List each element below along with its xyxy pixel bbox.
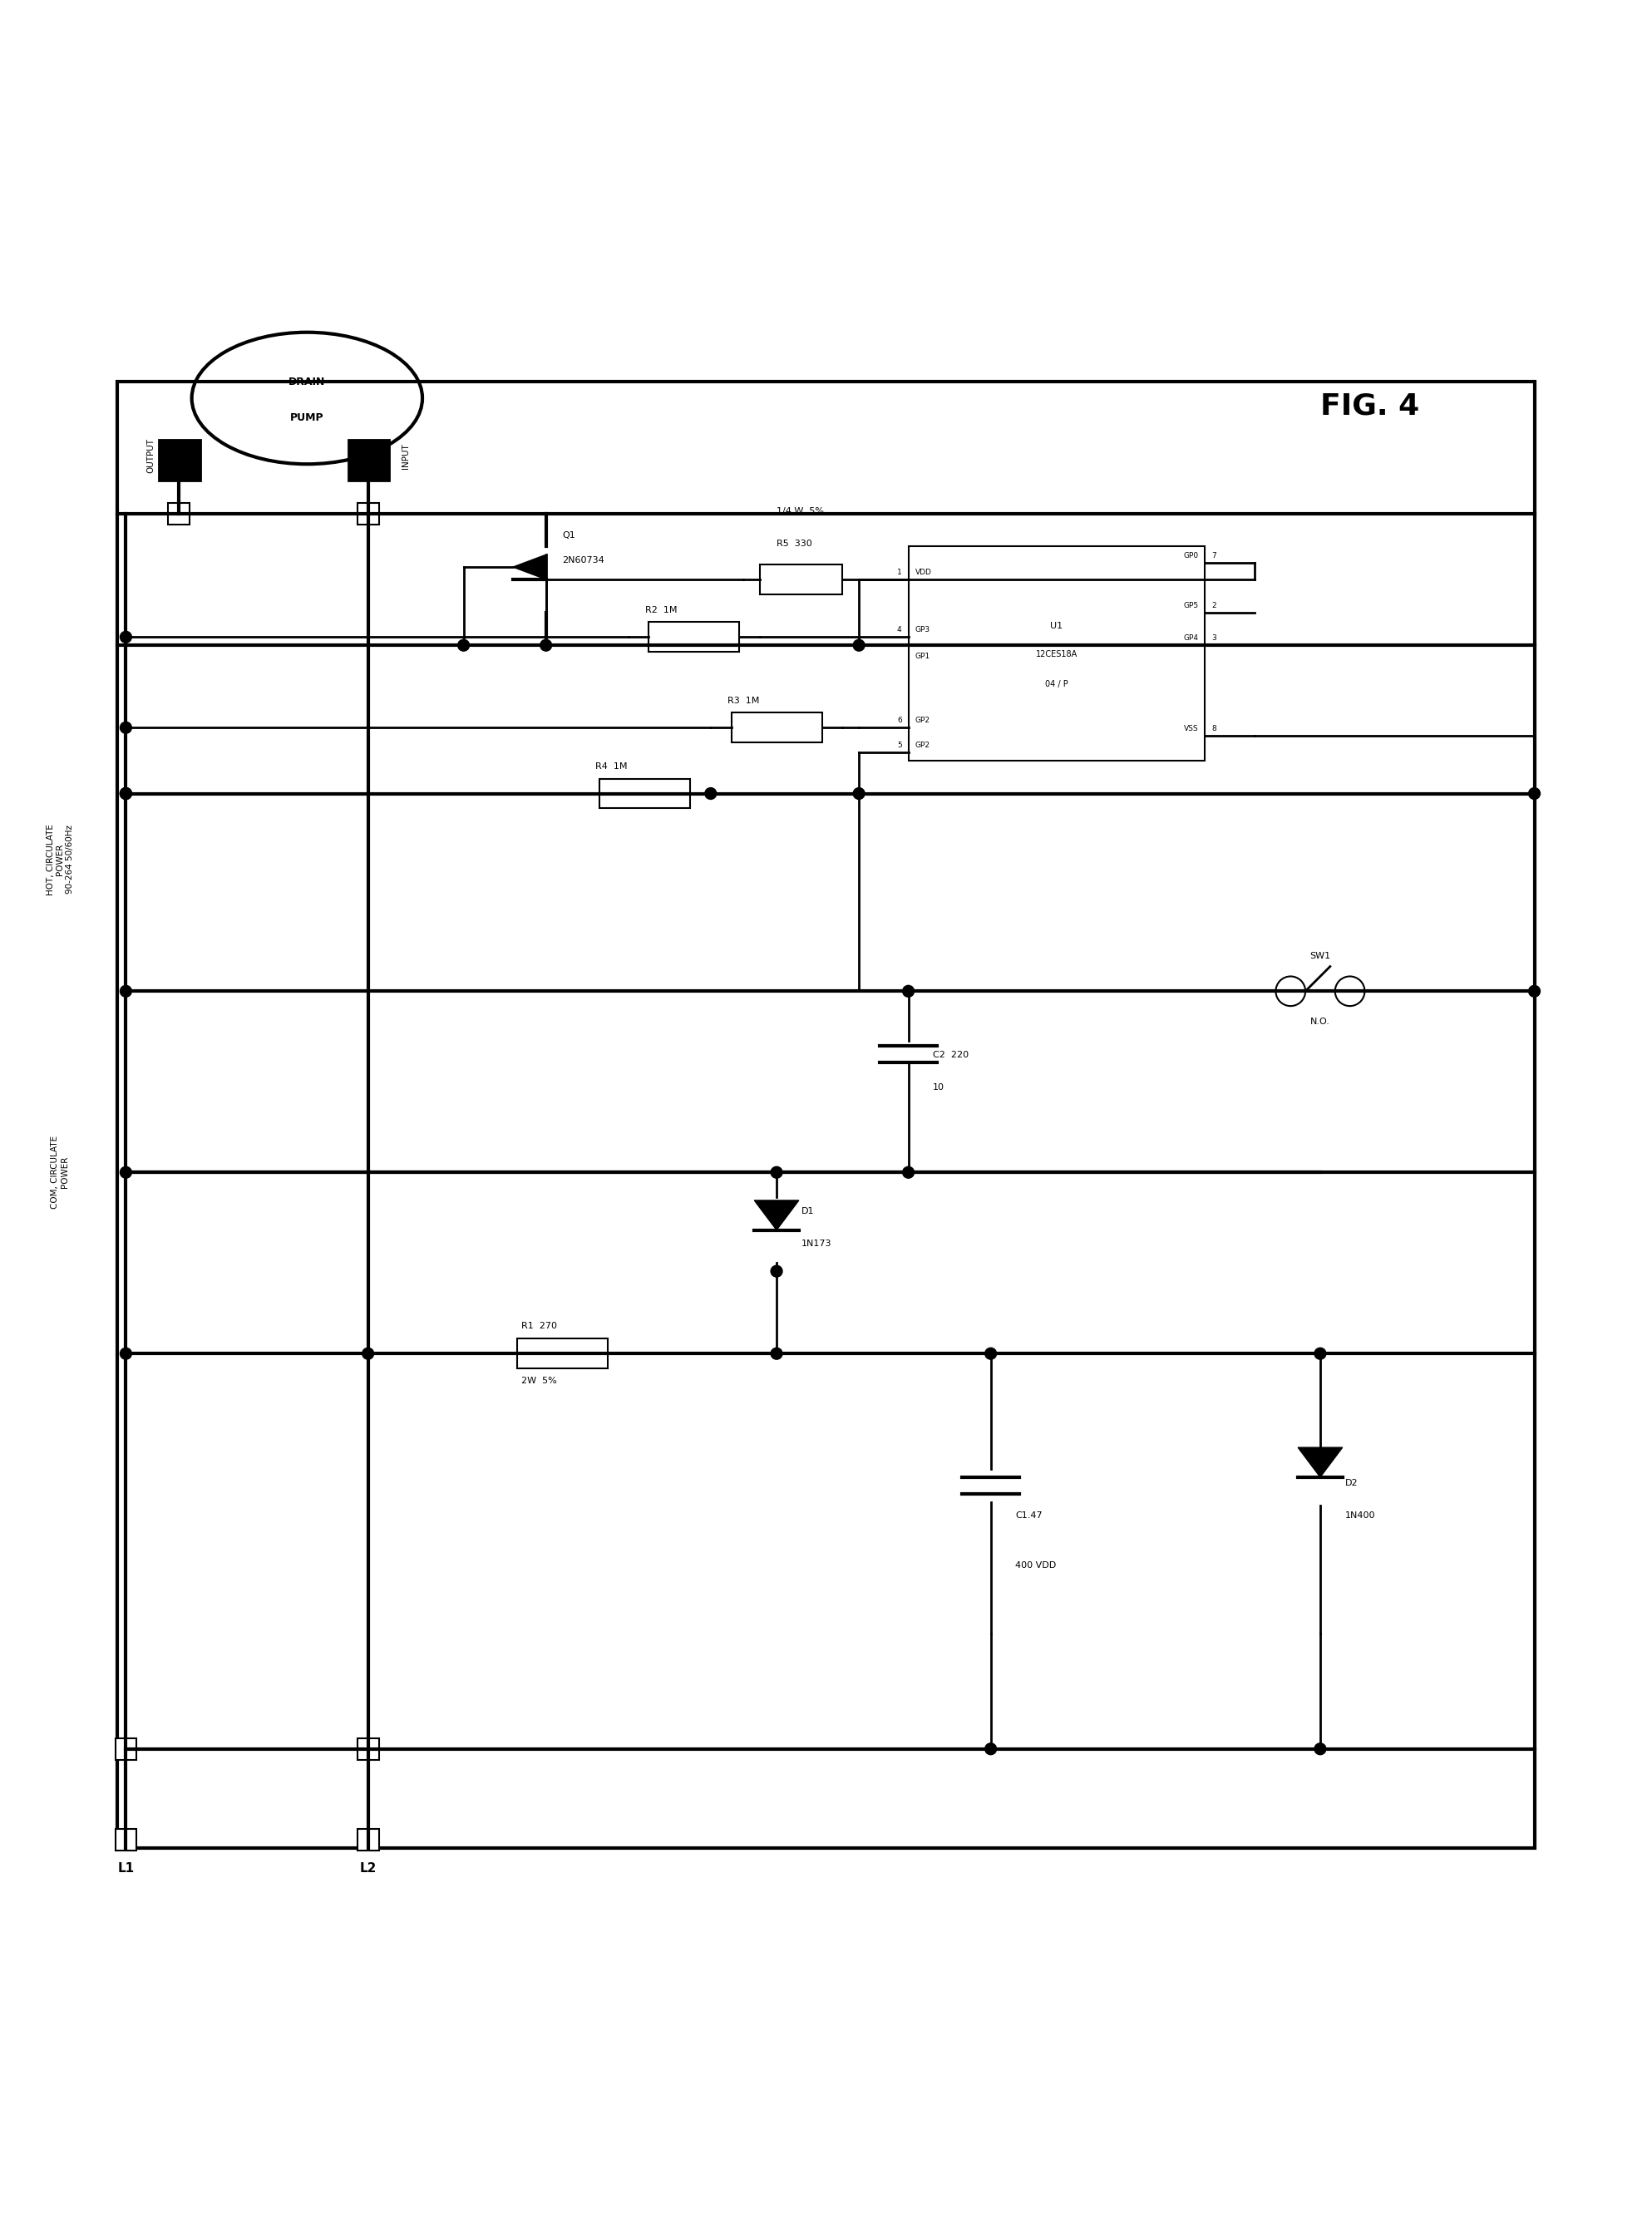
Bar [649,622,740,653]
Text: GP5: GP5 [1183,602,1198,609]
Text: 6: 6 [897,717,902,724]
Circle shape [705,788,717,799]
Text: C2  220: C2 220 [933,1051,970,1058]
Polygon shape [514,555,545,580]
Text: GP1: GP1 [915,653,930,659]
Text: 1: 1 [897,569,902,575]
Bar [909,547,1204,761]
Text: D2: D2 [1345,1478,1358,1487]
Text: 1N173: 1N173 [801,1239,831,1248]
Circle shape [852,640,864,651]
Text: GP4: GP4 [1183,635,1198,642]
Circle shape [1528,788,1540,799]
Bar [357,502,378,524]
Text: GP2: GP2 [915,717,930,724]
Text: R4  1M: R4 1M [595,761,628,770]
Text: N.O.: N.O. [1310,1018,1330,1027]
Text: OUTPUT: OUTPUT [147,438,155,474]
Bar [357,1737,378,1759]
Text: 2N60734: 2N60734 [562,555,605,564]
Circle shape [121,788,132,799]
Circle shape [902,985,914,998]
Text: COM, CIRCULATE
POWER: COM, CIRCULATE POWER [51,1135,69,1208]
Text: GP0: GP0 [1183,553,1198,560]
Bar [349,440,390,480]
Circle shape [771,1266,783,1277]
Text: GP2: GP2 [915,741,930,748]
Circle shape [902,1166,914,1177]
Circle shape [985,1744,996,1755]
Text: D1: D1 [801,1206,814,1215]
Text: 1N400: 1N400 [1345,1511,1374,1520]
Bar [116,1737,137,1759]
Text: DRAIN: DRAIN [289,376,325,387]
Circle shape [771,1348,783,1359]
Text: R5  330: R5 330 [776,540,813,549]
Text: 400 VDD: 400 VDD [1016,1560,1056,1569]
Text: U1: U1 [1051,622,1062,631]
Circle shape [1315,1348,1327,1359]
Text: PUMP: PUMP [291,412,324,423]
Text: 2: 2 [1211,602,1216,609]
Text: HOT, CIRCULATE
POWER
90-264 50/60Hz: HOT, CIRCULATE POWER 90-264 50/60Hz [46,823,74,894]
Text: L1: L1 [117,1863,134,1874]
Text: R1  270: R1 270 [522,1321,557,1330]
Circle shape [852,788,864,799]
Text: Q1: Q1 [562,531,575,540]
Circle shape [121,985,132,998]
Circle shape [121,788,132,799]
Circle shape [458,640,469,651]
Text: C1.47: C1.47 [1016,1511,1042,1520]
Circle shape [121,721,132,733]
Bar [760,564,843,595]
Bar [159,440,200,480]
Text: SW1: SW1 [1310,952,1330,960]
Circle shape [985,1348,996,1359]
Text: GP3: GP3 [915,626,930,633]
Circle shape [1528,985,1540,998]
Circle shape [362,1348,373,1359]
Text: 8: 8 [1211,726,1216,733]
Text: 4: 4 [897,626,902,633]
Circle shape [121,1348,132,1359]
Text: 1/4 W  5%: 1/4 W 5% [776,507,824,516]
Text: 7: 7 [1211,553,1216,560]
Polygon shape [1298,1447,1343,1476]
Polygon shape [755,1199,800,1230]
Text: 3: 3 [1211,635,1216,642]
Circle shape [121,631,132,642]
Text: R3  1M: R3 1M [727,697,758,704]
Bar [600,779,691,808]
Text: 04 / P: 04 / P [1046,679,1069,688]
Bar [732,713,823,741]
Text: VDD: VDD [915,569,932,575]
Circle shape [121,788,132,799]
Text: 2W  5%: 2W 5% [522,1376,557,1385]
Text: L2: L2 [360,1863,377,1874]
Text: 5: 5 [897,741,902,748]
Text: VSS: VSS [1183,726,1198,733]
Bar [169,502,190,524]
Text: 12CES18A: 12CES18A [1036,651,1077,659]
Bar [116,1828,137,1850]
Bar [357,1828,378,1850]
Text: 10: 10 [933,1084,945,1091]
Text: FIG. 4: FIG. 4 [1320,392,1419,420]
Circle shape [121,1166,132,1177]
Circle shape [540,640,552,651]
Circle shape [1315,1744,1327,1755]
Bar [517,1339,608,1368]
Circle shape [771,1166,783,1177]
Text: R2  1M: R2 1M [644,606,677,613]
Text: INPUT: INPUT [401,443,410,469]
Bar [117,381,1535,1848]
